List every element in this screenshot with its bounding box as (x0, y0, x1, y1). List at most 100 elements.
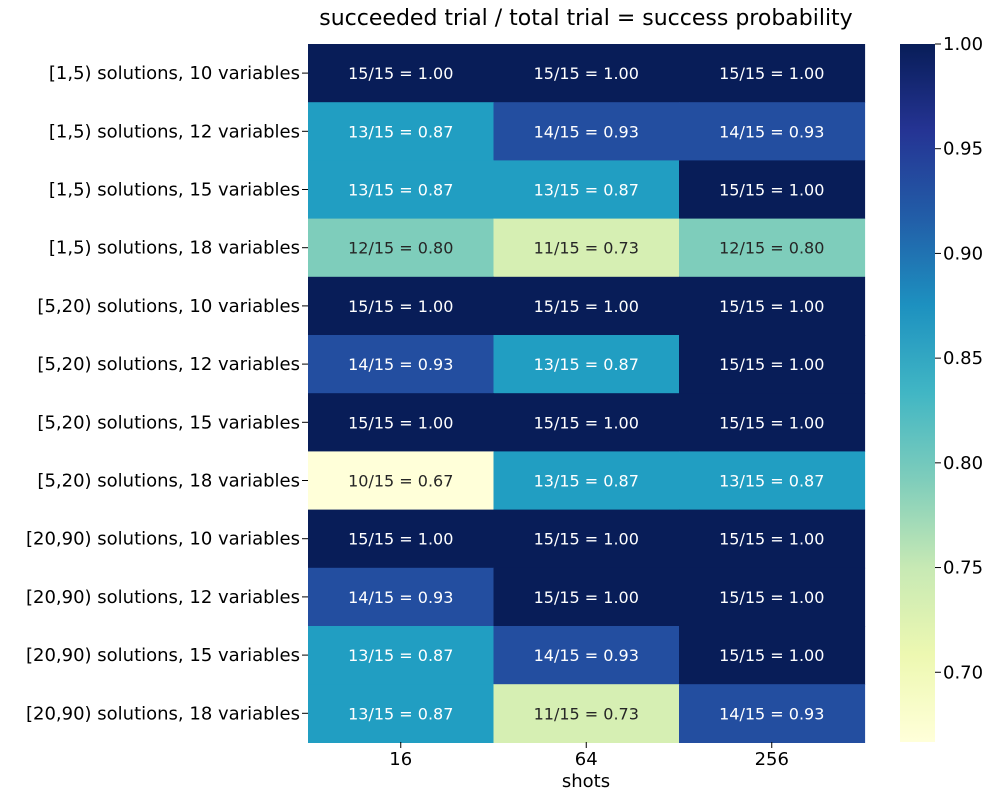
y-tick-label: [1,5) solutions, 10 variables (49, 63, 300, 84)
colorbar-tick-label: 0.90 (943, 243, 983, 264)
heatmap-cell (493, 451, 680, 511)
y-tick-label: [1,5) solutions, 12 variables (49, 121, 300, 142)
y-tick-label: [20,90) solutions, 10 variables (26, 529, 300, 550)
cell-annotation: 13/15 = 0.87 (348, 181, 453, 200)
heatmap-cell (308, 335, 495, 394)
y-tick-label: [20,90) solutions, 12 variables (26, 587, 300, 608)
heatmap-cell (493, 102, 680, 161)
y-tick-label: [20,90) solutions, 15 variables (26, 645, 300, 666)
heatmap-cell (679, 218, 866, 278)
cell-annotation: 15/15 = 1.00 (719, 588, 824, 607)
colorbar-tick-label: 0.80 (943, 453, 983, 474)
heatmap-cell (308, 684, 495, 743)
cell-annotation: 13/15 = 0.87 (348, 704, 453, 723)
heatmap-cell (679, 276, 866, 336)
y-tick-label: [1,5) solutions, 15 variables (49, 180, 300, 201)
cell-annotation: 14/15 = 0.93 (348, 355, 453, 374)
heatmap-cell (679, 44, 866, 103)
heatmap-cell (308, 102, 495, 161)
cell-annotation: 13/15 = 0.87 (719, 472, 824, 491)
heatmap-cell (308, 567, 495, 627)
cell-annotation: 14/15 = 0.93 (719, 704, 824, 723)
cell-annotation: 15/15 = 1.00 (719, 355, 824, 374)
cell-annotation: 12/15 = 0.80 (348, 239, 453, 258)
heatmap-cell (493, 684, 680, 743)
cell-annotation: 15/15 = 1.00 (534, 588, 639, 607)
x-tick-label: 64 (575, 749, 598, 770)
heatmap-cell (308, 451, 495, 511)
cell-annotation: 13/15 = 0.87 (534, 355, 639, 374)
colorbar-tick-label: 0.95 (943, 139, 983, 160)
heatmap-cell (493, 509, 680, 569)
cell-annotation: 15/15 = 1.00 (719, 530, 824, 549)
cell-annotation: 10/15 = 0.67 (348, 472, 453, 491)
heatmap-cell (493, 44, 680, 103)
cell-annotation: 15/15 = 1.00 (719, 64, 824, 83)
cell-annotation: 15/15 = 1.00 (534, 64, 639, 83)
heatmap-cell (493, 335, 680, 394)
y-tick-label: [1,5) solutions, 18 variables (49, 238, 300, 259)
heatmap-cell (679, 567, 866, 627)
cell-annotation: 11/15 = 0.73 (534, 239, 639, 258)
cell-annotation: 15/15 = 1.00 (348, 297, 453, 316)
x-tick-label: 16 (389, 749, 412, 770)
cell-annotation: 15/15 = 1.00 (348, 530, 453, 549)
cell-annotation: 15/15 = 1.00 (719, 181, 824, 200)
heatmap-cell (308, 160, 495, 220)
heatmap-cell (679, 160, 866, 220)
cell-annotation: 13/15 = 0.87 (534, 181, 639, 200)
x-axis-title: shots (562, 771, 610, 792)
cell-annotation: 15/15 = 1.00 (719, 297, 824, 316)
x-axis-labels: 16 64 256 (389, 742, 789, 770)
heatmap-cell (308, 276, 495, 336)
heatmap-cell (493, 567, 680, 627)
y-tick-label: [20,90) solutions, 18 variables (26, 703, 300, 724)
cell-annotation: 15/15 = 1.00 (719, 413, 824, 432)
cell-annotation: 14/15 = 0.93 (534, 122, 639, 141)
heatmap-cell (493, 393, 680, 452)
cell-annotation: 15/15 = 1.00 (348, 413, 453, 432)
cell-annotation: 13/15 = 0.87 (348, 122, 453, 141)
cell-annotation: 12/15 = 0.80 (719, 239, 824, 258)
y-axis-labels: [1,5) solutions, 10 variables [1,5) solut… (26, 63, 308, 724)
heatmap-cell (493, 160, 680, 220)
x-tick-label: 256 (755, 749, 789, 770)
heatmap-cell (679, 393, 866, 452)
heatmap-cell (679, 335, 866, 394)
y-tick-label: [5,20) solutions, 10 variables (37, 296, 300, 317)
cell-annotation: 15/15 = 1.00 (348, 64, 453, 83)
colorbar-ticks: 0.70 0.75 0.80 0.85 0.90 0.95 1.00 (935, 34, 983, 683)
colorbar-tick-label: 0.70 (943, 662, 983, 683)
heatmap-cells: 15/15 = 1.00 15/15 = 1.00 15/15 = 1.00 13/1… (308, 44, 866, 743)
heatmap-cell (308, 393, 495, 452)
heatmap-cell (679, 451, 866, 511)
heatmap-cell (493, 276, 680, 336)
heatmap-cell (308, 218, 495, 278)
heatmap-cell (679, 626, 866, 685)
cell-annotation: 15/15 = 1.00 (534, 530, 639, 549)
colorbar-tick-label: 0.75 (943, 558, 983, 579)
y-tick-label: [5,20) solutions, 15 variables (37, 412, 300, 433)
cell-annotation: 15/15 = 1.00 (719, 646, 824, 665)
heatmap-cell (493, 218, 680, 278)
cell-annotation: 13/15 = 0.87 (534, 472, 639, 491)
cell-annotation: 14/15 = 0.93 (348, 588, 453, 607)
cell-annotation: 14/15 = 0.93 (719, 122, 824, 141)
y-tick-label: [5,20) solutions, 12 variables (37, 354, 300, 375)
heatmap-cell (679, 102, 866, 161)
chart-title: succeeded trial / total trial = success … (319, 6, 852, 31)
cell-annotation: 15/15 = 1.00 (534, 297, 639, 316)
cell-annotation: 13/15 = 0.87 (348, 646, 453, 665)
heatmap-cell (308, 509, 495, 569)
heatmap-cell (308, 626, 495, 685)
colorbar-tick-label: 0.85 (943, 348, 983, 369)
heatmap-cell (679, 509, 866, 569)
heatmap-cell (493, 626, 680, 685)
colorbar (900, 44, 935, 742)
cell-annotation: 14/15 = 0.93 (534, 646, 639, 665)
cell-annotation: 15/15 = 1.00 (534, 413, 639, 432)
cell-annotation: 11/15 = 0.73 (534, 704, 639, 723)
heatmap-cell (308, 44, 495, 103)
heatmap-cell (679, 684, 866, 743)
